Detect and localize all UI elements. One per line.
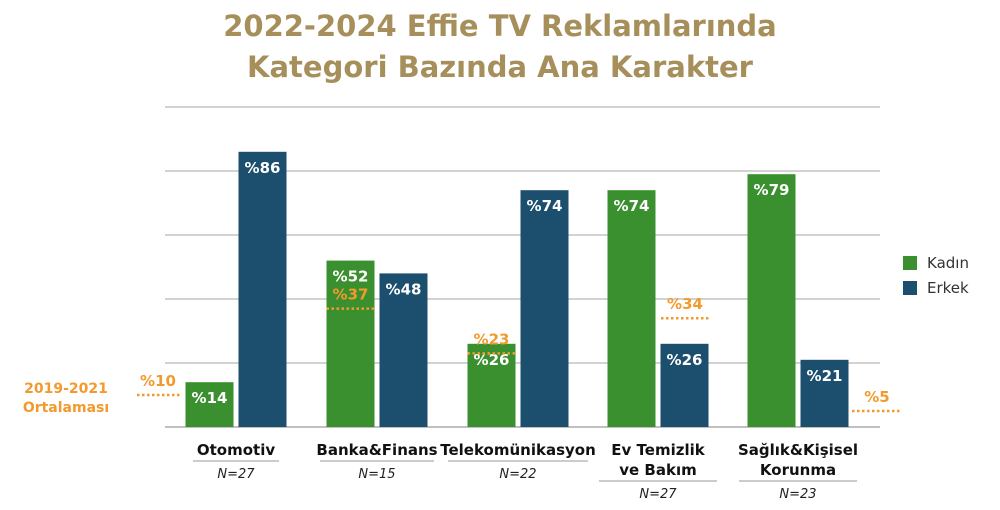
average-label-line-2: Ortalaması bbox=[22, 400, 110, 416]
average-value-label: %10 bbox=[140, 372, 176, 390]
category-n-label: N=23 bbox=[779, 487, 816, 502]
bar-kadin bbox=[185, 382, 234, 427]
chart-title: 2022-2024 Effie TV Reklamlarında Kategor… bbox=[0, 6, 1000, 88]
bar-kadin bbox=[467, 343, 516, 427]
average-value-label: %37 bbox=[333, 286, 369, 304]
chart-title-line-1: 2022-2024 Effie TV Reklamlarında bbox=[223, 9, 777, 43]
category-label: Ev Temizlik bbox=[611, 441, 705, 459]
category-n-label: N=22 bbox=[499, 467, 536, 482]
legend-swatch-erkek bbox=[903, 280, 917, 295]
bar-kadin bbox=[326, 260, 375, 427]
category-label: Otomotiv bbox=[197, 441, 275, 459]
average-label: 2019-2021 Ortalaması bbox=[10, 380, 122, 418]
category-label: Sağlık&Kişisel bbox=[738, 441, 858, 459]
category-label: Telekomünikasyon bbox=[440, 441, 596, 459]
category-label: Korunma bbox=[760, 461, 836, 479]
bar-erkek bbox=[238, 151, 287, 428]
average-value-label: %23 bbox=[474, 330, 510, 348]
bar-value-label: %48 bbox=[386, 280, 422, 298]
bar-erkek bbox=[660, 343, 709, 427]
bar-value-label: %86 bbox=[245, 159, 281, 177]
bar-erkek bbox=[379, 273, 428, 427]
legend-item-erkek: Erkek bbox=[903, 275, 969, 300]
bar-value-label: %79 bbox=[754, 181, 790, 199]
legend-label-kadin: Kadın bbox=[927, 253, 969, 272]
bar-value-label: %14 bbox=[192, 389, 228, 407]
bar-kadin bbox=[607, 190, 656, 427]
chart-title-line-2: Kategori Bazında Ana Karakter bbox=[247, 50, 753, 84]
average-label-line-1: 2019-2021 bbox=[24, 381, 108, 397]
bar-value-label: %26 bbox=[667, 351, 703, 369]
bar-value-label: %26 bbox=[474, 351, 510, 369]
bar-erkek bbox=[800, 359, 849, 427]
legend-item-kadin: Kadın bbox=[903, 250, 969, 275]
bar-kadin bbox=[747, 174, 796, 427]
legend: Kadın Erkek bbox=[903, 250, 969, 300]
category-n-label: N=27 bbox=[217, 467, 255, 482]
average-value-label: %34 bbox=[667, 295, 703, 313]
bar-erkek bbox=[520, 190, 569, 427]
bar-value-label: %74 bbox=[527, 197, 563, 215]
category-label: ve Bakım bbox=[619, 461, 696, 479]
category-n-label: N=27 bbox=[639, 487, 677, 502]
legend-swatch-kadin bbox=[903, 255, 917, 270]
legend-label-erkek: Erkek bbox=[927, 278, 969, 297]
category-label: Banka&Finans bbox=[316, 441, 437, 459]
bar-value-label: %74 bbox=[614, 197, 650, 215]
average-value-label: %5 bbox=[864, 388, 889, 406]
bar-value-label: %21 bbox=[807, 367, 843, 385]
category-n-label: N=15 bbox=[358, 467, 395, 482]
bar-value-label: %52 bbox=[333, 268, 369, 286]
